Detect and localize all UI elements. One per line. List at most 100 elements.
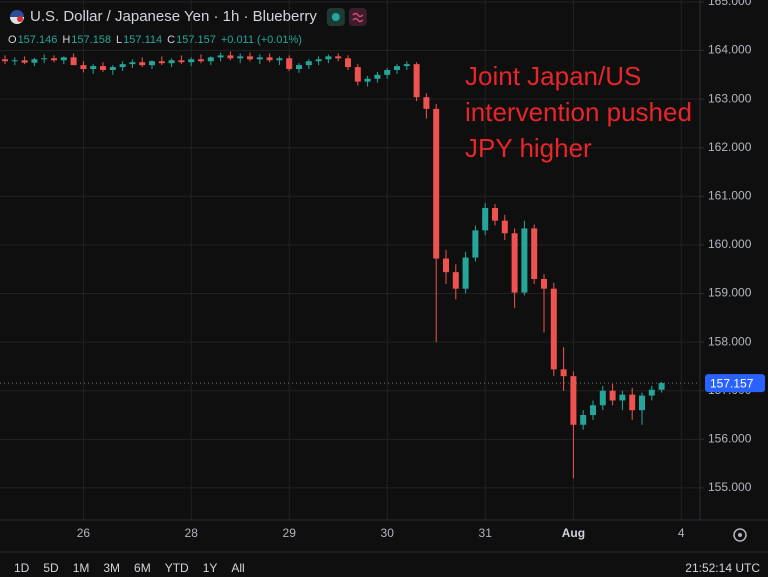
y-tick-label: 161.000 [708,189,752,203]
range-button[interactable]: 3M [103,561,120,575]
last-price-box [705,374,765,393]
status-dot [331,13,340,21]
candle-body [423,97,430,109]
candle-body [70,57,77,66]
candle-body [609,390,616,401]
candle-body [129,62,136,65]
candle-body [403,64,410,67]
candle-body [276,58,283,61]
flag-icon [17,16,23,22]
y-tick-label: 159.000 [708,286,752,300]
ohlc-label: L [116,34,122,46]
candle-body [168,60,175,64]
annotation: JPY higher [465,133,592,163]
candle-body [531,228,538,279]
ohlc-change: +0.011 (+0.01%) [221,34,302,46]
settings-icon[interactable] [738,533,742,537]
clock: 21:52:14 UTC [685,561,760,575]
plot-area [0,51,700,479]
candle-body [80,65,87,70]
candle-body [227,55,234,59]
range-button[interactable]: 1D [14,561,30,575]
candle-body [384,69,391,75]
range-button[interactable]: 6M [134,561,151,575]
candle-body [266,57,273,61]
candle-body [413,64,420,98]
candle-body [207,57,214,62]
candle-body [256,57,263,60]
annotation: Joint Japan/US [465,61,641,91]
candle-body [541,278,547,289]
candle-body [217,55,224,58]
range-button[interactable]: YTD [165,561,189,575]
candle-body [590,405,596,416]
candle-body [149,61,155,66]
y-tick-label: 155.000 [708,480,752,494]
candle-body [354,67,361,82]
candle-body [51,58,57,61]
candle-body [482,208,489,231]
ohlc-value: 157.157 [176,34,216,46]
symbol-icon [10,10,24,24]
x-tick-label: Aug [562,526,585,540]
candle-body [109,67,116,70]
ohlc-value: 157.146 [18,34,58,46]
candle-body [619,394,626,401]
last-price-label: 157.157 [710,376,754,390]
candle-body [550,288,557,370]
range-button[interactable]: 1M [73,561,90,575]
ohlc-label: C [167,34,175,46]
candle-body [237,56,244,59]
ohlc-value: 157.158 [71,34,111,46]
candle-body [119,64,126,68]
candle-body [315,59,322,62]
range-button[interactable]: 5D [43,561,59,575]
x-tick-label: 29 [283,526,297,540]
candle-body [462,257,469,289]
candle-body [570,376,577,425]
candle-body [90,66,97,70]
range-button[interactable]: All [231,561,244,575]
candle-body [629,394,636,411]
candle-body [394,66,400,70]
chart-title: U.S. Dollar / Japanese Yen · 1h · Bluebe… [30,8,317,25]
candle-body [580,415,587,425]
candle-body [648,389,655,396]
candle-body [658,383,665,390]
candle-body [560,369,567,377]
range-button[interactable]: 1Y [203,561,218,575]
candle-body [178,60,185,63]
candle-body [31,59,38,63]
x-tick-label: 31 [479,526,493,540]
candle-body [198,59,204,62]
candle-body [100,66,106,70]
y-tick-label: 163.000 [708,91,752,105]
status-icons [326,8,367,26]
candle-body [521,228,528,293]
settings-icon[interactable] [733,528,747,542]
candle-body [443,258,449,273]
y-tick-label: 160.000 [708,237,752,251]
candle-body [374,74,381,79]
x-tick-label: 4 [678,526,685,540]
y-tick-label: 165.000 [708,0,752,8]
candle-body [501,220,508,234]
candle-body [139,62,146,66]
y-tick-label: 164.000 [708,43,752,57]
ohlc-label: H [62,34,70,46]
candle-body [639,395,645,411]
candle-body [452,272,459,289]
candle-body [511,233,518,293]
ohlc-label: O [8,34,17,46]
candle-body [599,390,606,406]
candle-body [364,78,371,82]
candle-body [188,59,195,63]
candle-body [335,56,342,59]
settings-icon[interactable] [733,528,747,542]
candle-body [492,208,498,221]
candle-body [158,61,165,64]
candle-body [305,61,312,66]
ohlc-value: 157.114 [123,34,162,46]
